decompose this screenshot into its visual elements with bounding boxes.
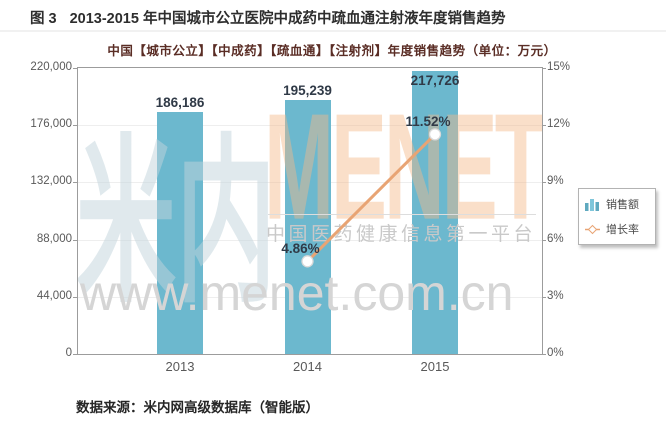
legend-item-sales: 销售额 [585, 196, 649, 212]
y-axis-tickmark [73, 125, 77, 127]
right-axis-tick-label: 9% [547, 175, 564, 188]
x-axis-label-2013: 2013 [165, 359, 195, 374]
y-axis-tick-label: 88,000 [36, 232, 72, 245]
chart-subtitle: 中国【城市公立】【中成药】【疏血通】【注射剂】年度销售趋势（单位：万元） [107, 44, 557, 58]
y-axis-tick-label: 220,000 [30, 61, 72, 73]
figure-title-text: 2013-2015 年中国城市公立医院中成药中疏血通注射液年度销售趋势 [69, 11, 506, 27]
sales-bar-2015 [412, 70, 458, 354]
sales-value-label: 186,186 [155, 94, 205, 110]
data-source-note: 数据来源：米内网高级数据库（智能版） [76, 400, 319, 415]
y-axis-tick-label: 0 [65, 347, 72, 359]
y-axis-tick-label: 176,000 [30, 118, 72, 131]
legend-item-growth: 增长率 [585, 221, 649, 237]
sales-value-label: 217,726 [410, 73, 460, 88]
right-axis-tick-label: 3% [547, 289, 564, 302]
y-axis-tickmark [73, 296, 77, 298]
figure-number: 图 3 [30, 11, 57, 27]
growth-line-layer [301, 128, 442, 268]
sales-bar-2014 [284, 100, 331, 354]
right-axis-tickmark [542, 239, 546, 241]
y-axis-tick-label: 44,000 [36, 289, 72, 302]
y-axis-tick-label: 132,000 [30, 175, 72, 188]
growth-marker [301, 255, 314, 268]
legend-label-growth: 增长率 [606, 224, 639, 236]
bar-series-icon [585, 198, 599, 211]
right-axis-tick-label: 12% [547, 118, 571, 131]
y-axis-tickmark [73, 182, 77, 184]
plot-area: 米内 MENET 中国医药健康信息第一平台 www.menet.com.cn 1… [77, 67, 543, 355]
right-axis-tick-label: 0% [547, 347, 564, 359]
right-axis-tickmark [542, 182, 546, 184]
figure-caption: 图 3 2013-2015 年中国城市公立医院中成药中疏血通注射液年度销售趋势 [30, 7, 505, 28]
right-axis-tick-label: 6% [547, 232, 564, 245]
x-axis-label-2014: 2014 [293, 359, 322, 374]
x-axis-label-2015: 2015 [420, 359, 450, 374]
right-axis-tickmark [542, 68, 546, 69]
y-axis-tickmark [73, 239, 77, 241]
line-series-icon [585, 224, 600, 234]
legend-label-sales: 销售额 [606, 199, 639, 211]
sales-value-label: 195,239 [283, 83, 332, 99]
y-axis-tickmark [73, 68, 77, 69]
right-axis-tickmark [542, 296, 546, 298]
y-axis-tickmark [73, 354, 77, 355]
right-axis-tickmark [542, 125, 546, 127]
growth-marker [428, 128, 442, 141]
right-axis-tick-label: 15% [547, 61, 571, 73]
right-axis-tickmark [542, 354, 546, 355]
sales-bar-2013 [157, 111, 203, 354]
growth-value-label: 11.52% [405, 114, 451, 130]
title-divider [0, 30, 666, 32]
chart-legend: 销售额 增长率 [578, 188, 656, 245]
growth-value-label: 4.86% [281, 241, 320, 257]
growth-line [306, 133, 437, 263]
